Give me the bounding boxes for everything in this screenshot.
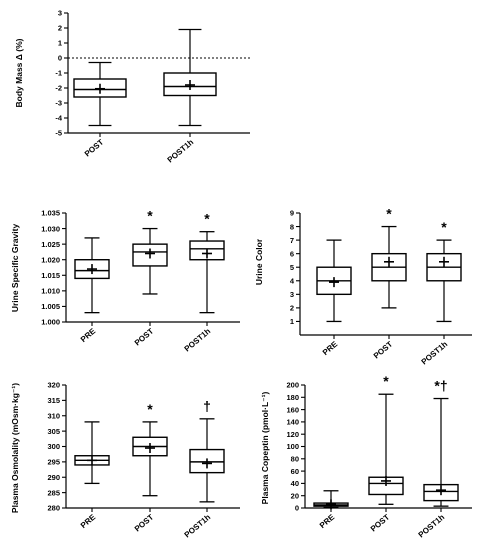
y-tick-label: 280	[47, 504, 60, 513]
x-tick-label: PRE	[79, 512, 98, 530]
y-tick-label: -5	[55, 129, 62, 138]
x-tick-label: POST	[133, 327, 156, 348]
y-tick-label: 1.000	[41, 318, 60, 327]
x-tick-label: POST	[133, 513, 156, 534]
y-tick-label: 305	[47, 427, 60, 436]
box-post1h: POST1h	[163, 28, 217, 165]
chart-panel-2: Urine Specific Gravity 1.035 1.030 1.025 1.0…	[10, 208, 240, 354]
box-post1h: POST1h *	[420, 219, 462, 367]
y-tick-label: 80	[291, 455, 299, 464]
x-tick-label: PRE	[321, 339, 340, 357]
significance-marker: *	[147, 401, 153, 417]
x-tick-label: POST1h	[417, 513, 447, 540]
y-tick-label: 295	[47, 458, 60, 467]
y-tick-label: 6	[290, 249, 294, 258]
y-tick-label: 1	[290, 317, 294, 326]
x-tick-label: POST	[369, 513, 392, 534]
y-axis-title: Urine Specific Gravity	[10, 224, 20, 313]
y-tick-label: 1	[58, 39, 62, 48]
y-tick-label: -2	[55, 84, 62, 93]
chart-panel-1: Body Mass Δ (%) 3 2 1 0 -1 -2 -3 -4 -5 POST POST1h	[14, 9, 250, 165]
box-post1h: POST1h *	[183, 211, 225, 354]
box-post: POST	[73, 61, 127, 159]
box-post1h: POST1h †	[183, 398, 225, 540]
significance-marker: *	[386, 206, 392, 222]
y-tick-label: 140	[286, 418, 299, 427]
chart-panel-3: Urine Color 9 8 7 6 5 4 3 2 1 PRE POST * POST1h *	[254, 206, 472, 367]
y-tick-label: 180	[286, 393, 299, 402]
y-tick-label: 2	[290, 304, 294, 313]
significance-marker: *	[441, 219, 447, 235]
y-axis-title: Urine Color	[254, 238, 264, 285]
y-tick-label: 2	[58, 24, 62, 33]
y-tick-label: 0	[295, 504, 299, 513]
box-pre: PRE	[74, 421, 110, 530]
box-post: POST *	[371, 206, 407, 361]
y-tick-label: -1	[55, 69, 62, 78]
y-tick-label: 1.010	[41, 287, 60, 296]
x-tick-label: POST1h	[166, 138, 196, 165]
y-tick-label: 315	[47, 396, 60, 405]
x-tick-label: PRE	[318, 512, 337, 530]
significance-marker: †	[203, 398, 211, 414]
y-tick-label: 1.035	[41, 209, 60, 218]
significance-marker: *	[204, 211, 210, 227]
box-pre: PRE	[313, 490, 349, 530]
y-tick-label: 120	[286, 430, 299, 439]
box-post: POST *	[368, 373, 404, 534]
x-tick-label: POST	[372, 340, 395, 361]
y-tick-label: 290	[47, 473, 60, 482]
significance-marker: *	[147, 208, 153, 224]
x-tick-label: POST1h	[183, 327, 213, 354]
y-tick-label: 3	[58, 9, 62, 18]
y-axis-title: Plasma Copeptin (pmol·L⁻¹)	[260, 392, 270, 505]
significance-marker: *	[383, 373, 389, 389]
y-axis-title: Body Mass Δ (%)	[14, 38, 24, 107]
y-tick-label: 9	[290, 209, 294, 218]
y-tick-label: 320	[47, 381, 60, 390]
y-tick-label: 7	[290, 236, 294, 245]
box-post: POST *	[132, 401, 168, 534]
y-tick-label: 100	[286, 442, 299, 451]
y-tick-label: 300	[47, 442, 60, 451]
x-tick-label: POST1h	[420, 340, 450, 367]
x-tick-label: POST1h	[183, 513, 213, 540]
y-tick-label: 4	[290, 276, 295, 285]
y-tick-label: -3	[55, 99, 62, 108]
y-axis-title: Plasma Osmolality (mOsm·kg⁻¹)	[10, 383, 20, 513]
y-tick-label: 60	[291, 467, 299, 476]
y-tick-label: 160	[286, 405, 299, 414]
y-tick-label: 20	[291, 491, 299, 500]
y-tick-label: 5	[290, 263, 294, 272]
chart-panel-5: Plasma Copeptin (pmol·L⁻¹)20018016014012…	[260, 373, 472, 540]
y-tick-label: 1.020	[41, 255, 60, 264]
significance-marker: *†	[434, 378, 447, 394]
chart-panel-4: Plasma Osmolality (mOsm·kg⁻¹) 320 315 310 30…	[10, 381, 240, 540]
y-tick-label: 1.015	[41, 271, 60, 280]
box-pre: PRE	[74, 237, 110, 344]
y-tick-label: 1.005	[41, 302, 60, 311]
box-post: POST *	[132, 208, 168, 348]
y-tick-label: 40	[291, 479, 299, 488]
y-tick-label: 1.025	[41, 240, 60, 249]
y-tick-label: 3	[290, 290, 294, 299]
y-tick-label: 200	[286, 381, 299, 390]
box-post1h: POST1h *†	[417, 378, 459, 540]
box-pre: PRE	[316, 239, 352, 357]
x-tick-label: PRE	[79, 326, 98, 344]
y-tick-label: -4	[55, 114, 62, 123]
y-tick-label: 1.030	[41, 224, 60, 233]
x-tick-label: POST	[83, 138, 106, 159]
y-tick-label: 8	[290, 222, 294, 231]
y-tick-label: 0	[58, 54, 62, 63]
y-tick-label: 310	[47, 411, 60, 420]
y-tick-label: 285	[47, 488, 60, 497]
